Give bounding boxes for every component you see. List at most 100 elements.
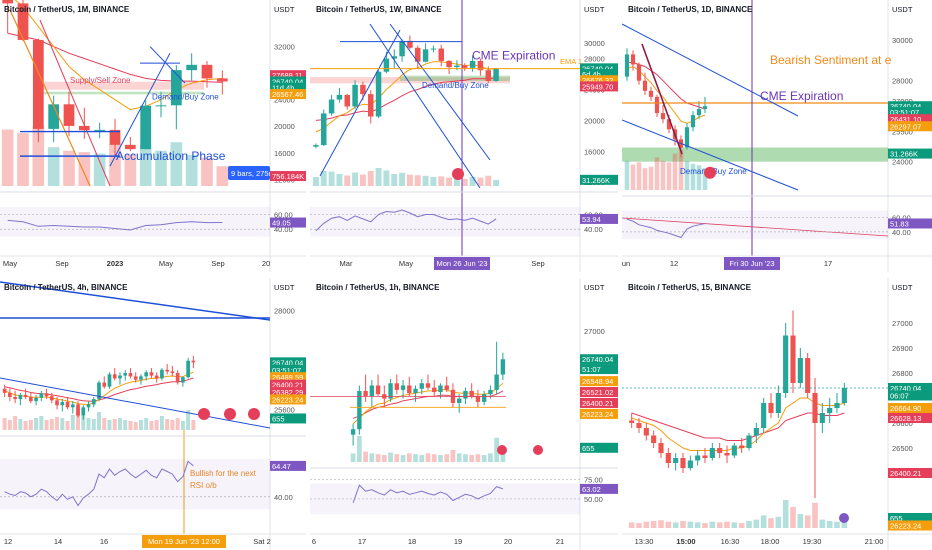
chart-title: Bitcoin / TetherUS, 1M, BINANCE [4,5,130,14]
price-tag-text: 26521.02 [582,388,613,397]
chart-15m-svg[interactable]: Bitcoin / TetherUS, 15, BINANCE USDT 27000… [622,278,932,550]
candle-body [819,413,825,423]
rsi-tick-label: 75.00 [584,476,603,485]
price-tag-text: 26400.21 [272,381,303,390]
volume-bar [406,174,413,186]
rsi-value-tag-text: 63.02 [582,485,601,494]
chart-panel-1w[interactable]: CME Expiration EMA 1 Demand/Buy Zone Bitcoi… [310,0,618,272]
volume-bar [363,451,368,462]
volume-bar [55,417,60,430]
currency-label: USDT [584,283,605,292]
candle [186,357,190,379]
price-tag-bg [580,364,618,375]
candle-body [63,104,75,126]
candle-body [702,455,708,458]
chart-panel-15m[interactable]: Bitcoin / TetherUS, 15, BINANCE USDT 27000… [622,278,932,550]
price-tag: 11d 4h [270,82,306,93]
price-tag: 26548.94 [580,376,618,387]
chart-4h-svg[interactable]: Bullish for the next RSI o/b Bitcoin / Tet… [0,278,306,550]
price-tag-text: 03:51:07 [890,108,919,117]
currency-label: USDT [274,283,295,292]
price-tag: 26431.10 [888,114,932,125]
candle-body [23,394,28,397]
candle-body [415,47,421,62]
candle-body [422,49,429,62]
price-tag-bg [888,114,932,125]
candle-body [413,388,418,394]
volume-bar [216,166,229,186]
candle-body [648,90,654,97]
x-tick-label: Sep [531,259,544,268]
candle [139,374,143,385]
candle [753,423,759,443]
candle-body [660,113,666,120]
bullish-label: Bullish for the next [190,469,257,478]
volume-bar [175,418,180,430]
candle [133,372,138,383]
currency-label: USDT [274,5,295,14]
candle-body [65,401,70,408]
candle [709,443,715,461]
candle-body [463,390,468,399]
candle [660,105,666,124]
candle-body [666,119,672,130]
candle-body [624,54,630,77]
ema-short-line [631,397,845,451]
volume-bar [18,419,23,430]
volume-bar [375,168,382,186]
price-tag-text: 25949.70 [582,82,613,91]
candle-body [49,396,54,401]
chart-panel-1m[interactable]: Supply/Sell Zone Demand/Buy Zone Accumulat… [0,0,306,272]
price-tag: 25949.70 [580,81,618,92]
price-tag-bg [888,403,932,413]
candle-body [388,383,393,399]
volume-bar [819,519,826,528]
candle-body [696,109,702,116]
volume-bar [665,521,672,528]
price-tag-bg [888,390,932,401]
x-tick-label: May [399,259,413,268]
candle [444,376,449,393]
chart-1w-svg[interactable]: CME Expiration EMA 1 Demand/Buy Zone Bitcoi… [310,0,618,272]
price-tag-bg [270,394,306,405]
candle [425,374,431,390]
candle [165,364,169,375]
trendline-blue [622,23,799,117]
volume-bar [123,420,128,430]
chart-panel-1h[interactable]: Bitcoin / TetherUS, 1h, BINANCE USDT 27000… [310,278,618,550]
candle-body [94,129,106,131]
chart-panel-1d[interactable]: Bearish Sentiment at e CME Expiration Dema… [622,0,932,272]
volume-bar [453,178,460,186]
demand-zone-label: Demand/Buy Zone [152,93,219,102]
volume-bar [165,419,170,430]
volume-bar [413,454,418,462]
y-tick-label: 16000 [274,149,295,158]
candle [63,91,75,137]
rsi-tick-label: 50.00 [584,495,603,504]
rsi-tick-label: 60.00 [274,210,293,219]
volume-bar [185,154,198,186]
volume-bar [128,421,133,430]
volume-bar [76,408,81,430]
price-tag: 03:51:07 [888,107,932,118]
y-tick-label: 28000 [584,55,605,64]
candle-body [118,375,122,379]
chart-panel-4h[interactable]: Bullish for the next RSI o/b Bitcoin / Tet… [0,278,306,550]
chart-1m-svg[interactable]: Supply/Sell Zone Demand/Buy Zone Accumulat… [0,0,306,272]
price-tag-bg [580,75,618,86]
volume-bar [469,455,475,462]
candle [493,67,499,82]
candle-body [81,407,86,416]
candle [841,383,847,406]
rsi-value-tag-text: 51.83 [890,219,909,228]
candle [81,405,86,420]
trendline-red [39,19,111,187]
trendline-blue [0,281,271,321]
candle-body [328,99,335,114]
candle [648,86,654,101]
x-tick-label: 19:30 [803,537,822,546]
candle [481,390,487,406]
candle [407,376,412,397]
chart-1h-svg[interactable]: Bitcoin / TetherUS, 1h, BINANCE USDT 27000… [310,278,618,550]
